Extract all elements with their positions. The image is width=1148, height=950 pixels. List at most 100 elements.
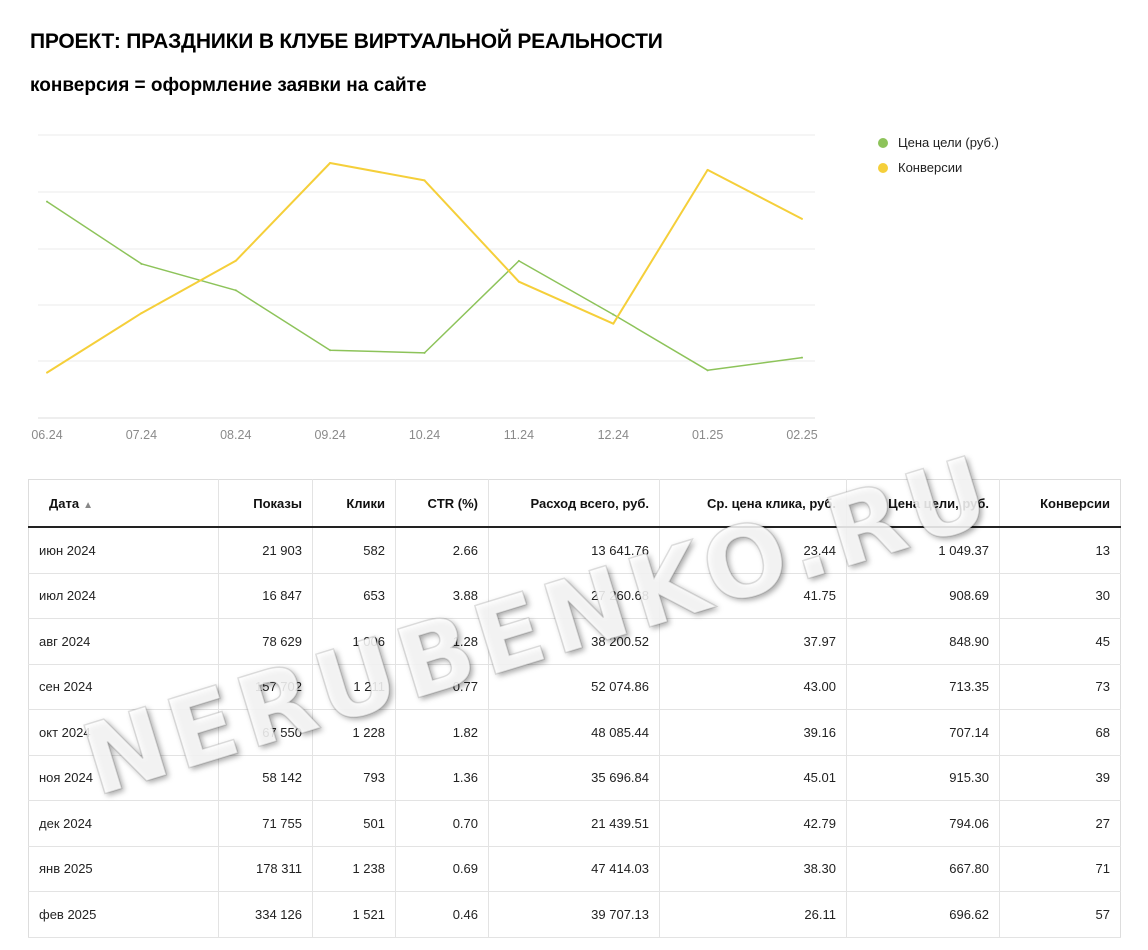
table-row: авг 2024 78 629 1 006 1.28 38 200.52 37.97 848… <box>28 618 1121 665</box>
page-title: ПРОЕКТ: ПРАЗДНИКИ В КЛУБЕ ВИРТУАЛЬНОЙ РЕ… <box>30 30 663 53</box>
table-cell: дек 2024 <box>28 800 219 847</box>
table-cell: 0.69 <box>395 846 489 892</box>
table-cell: авг 2024 <box>28 618 219 665</box>
data-point[interactable] <box>706 369 709 372</box>
table-cell: 0.70 <box>395 800 489 847</box>
table-cell: 38.30 <box>659 846 847 892</box>
table-cell: 794.06 <box>846 800 1000 847</box>
column-header-goal-price[interactable]: Цена цели, руб. <box>846 479 1000 528</box>
legend-label: Конверсии <box>898 160 963 175</box>
table-cell: 713.35 <box>846 664 1000 710</box>
data-point[interactable] <box>140 312 143 315</box>
column-header-conversions[interactable]: Конверсии <box>999 479 1121 528</box>
table-cell: 30 <box>999 573 1121 619</box>
table-cell: 73 <box>999 664 1121 710</box>
table-cell: 41.75 <box>659 573 847 619</box>
table-cell: 13 641.76 <box>488 527 660 574</box>
table-row: ноя 2024 58 142 793 1.36 35 696.84 45.01 915.3… <box>28 755 1121 801</box>
column-header-ctr[interactable]: CTR (%) <box>395 479 489 528</box>
table-header-row: Дата ▲ Показы Клики CTR (%) Расход всего,… <box>28 479 1121 528</box>
legend-item-goal-price[interactable]: Цена цели (руб.) <box>878 130 999 155</box>
table-row: июл 2024 16 847 653 3.88 27 260.68 41.75 908.6… <box>28 573 1121 619</box>
sort-asc-icon: ▲ <box>83 499 93 511</box>
legend-item-conversions[interactable]: Конверсии <box>878 155 999 180</box>
table-cell: 908.69 <box>846 573 1000 619</box>
table-row: дек 2024 71 755 501 0.70 21 439.51 42.79 794.0… <box>28 800 1121 847</box>
data-point[interactable] <box>46 371 48 374</box>
table-cell: 696.62 <box>846 891 1000 938</box>
data-point[interactable] <box>517 280 520 283</box>
series-line-0 <box>46 200 803 372</box>
legend-label: Цена цели (руб.) <box>898 135 999 150</box>
table-row: янв 2025 178 311 1 238 0.69 47 414.03 38.30 66… <box>28 846 1121 892</box>
column-header-impressions[interactable]: Показы <box>218 479 313 528</box>
data-point[interactable] <box>612 322 615 325</box>
data-point[interactable] <box>801 356 803 359</box>
table-cell: 78 629 <box>218 618 313 665</box>
data-point[interactable] <box>423 179 426 182</box>
data-point[interactable] <box>46 200 48 203</box>
table-cell: 45 <box>999 618 1121 665</box>
table-cell: окт 2024 <box>28 709 219 756</box>
column-header-spend[interactable]: Расход всего, руб. <box>488 479 660 528</box>
column-header-avg-cpc[interactable]: Ср. цена клика, руб. <box>659 479 847 528</box>
table-cell: 39.16 <box>659 709 847 756</box>
table-cell: 71 <box>999 846 1121 892</box>
x-tick-label: 09.24 <box>314 428 345 442</box>
table-cell: 1.28 <box>395 618 489 665</box>
x-tick-label: 11.24 <box>504 428 534 442</box>
table-cell: 1 238 <box>312 846 396 892</box>
table-cell: 1.36 <box>395 755 489 801</box>
table-cell: 23.44 <box>659 527 847 574</box>
column-header-clicks[interactable]: Клики <box>312 479 396 528</box>
x-tick-label: 08.24 <box>220 428 251 442</box>
table-cell: 42.79 <box>659 800 847 847</box>
table-cell: сен 2024 <box>28 664 219 710</box>
data-point[interactable] <box>706 168 709 171</box>
data-point[interactable] <box>329 349 332 352</box>
table-cell: 26.11 <box>659 891 847 938</box>
table-row: июн 2024 21 903 582 2.66 13 641.76 23.44 1 049… <box>28 527 1121 574</box>
table-cell: 37.97 <box>659 618 847 665</box>
table-cell: 1 211 <box>312 664 396 710</box>
table-cell: 2.66 <box>395 527 489 574</box>
legend-dot-icon <box>878 137 888 148</box>
table-cell: 0.46 <box>395 891 489 938</box>
table-cell: 35 696.84 <box>488 755 660 801</box>
table-cell: 3.88 <box>395 573 489 619</box>
data-point[interactable] <box>140 262 143 265</box>
table-cell: 27 260.68 <box>488 573 660 619</box>
table-cell: 1 521 <box>312 891 396 938</box>
data-point[interactable] <box>423 351 426 354</box>
table-cell: 21 903 <box>218 527 313 574</box>
table-cell: 1 049.37 <box>846 527 1000 574</box>
table-cell: 915.30 <box>846 755 1000 801</box>
column-header-date[interactable]: Дата ▲ <box>28 479 219 528</box>
table-cell: фев 2025 <box>28 891 219 938</box>
table-cell: 38 200.52 <box>488 618 660 665</box>
table-cell: 58 142 <box>218 755 313 801</box>
table-cell: 39 707.13 <box>488 891 660 938</box>
table-cell: 1 006 <box>312 618 396 665</box>
data-point[interactable] <box>517 259 520 262</box>
data-point[interactable] <box>234 289 237 292</box>
stats-table-container: Дата ▲ Показы Клики CTR (%) Расход всего,… <box>28 479 1121 938</box>
table-cell: 582 <box>312 527 396 574</box>
table-cell: 501 <box>312 800 396 847</box>
data-point[interactable] <box>234 259 237 262</box>
x-tick-label: 02.25 <box>786 428 817 442</box>
table-cell: 848.90 <box>846 618 1000 665</box>
table-row: фев 2025 334 126 1 521 0.46 39 707.13 26.11 69… <box>28 891 1121 938</box>
page-subtitle: конверсия = оформление заявки на сайте <box>30 75 427 96</box>
data-point[interactable] <box>612 313 615 316</box>
table-cell: 157 702 <box>218 664 313 710</box>
data-point[interactable] <box>801 217 803 220</box>
table-cell: 1 228 <box>312 709 396 756</box>
table-cell: 334 126 <box>218 891 313 938</box>
data-point[interactable] <box>329 161 332 164</box>
table-cell: 793 <box>312 755 396 801</box>
table-cell: 0.77 <box>395 664 489 710</box>
table-cell: 39 <box>999 755 1121 801</box>
table-cell: 67 550 <box>218 709 313 756</box>
chart-legend: Цена цели (руб.) Конверсии <box>878 130 999 180</box>
